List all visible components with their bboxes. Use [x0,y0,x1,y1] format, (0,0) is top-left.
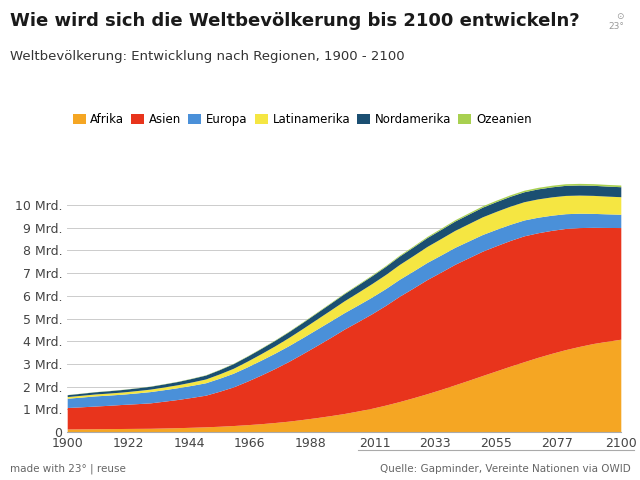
Text: ⊙
23°: ⊙ 23° [608,12,624,31]
Text: Weltbevölkerung: Entwicklung nach Regionen, 1900 - 2100: Weltbevölkerung: Entwicklung nach Region… [10,50,404,63]
Legend: Afrika, Asien, Europa, Latinamerika, Nordamerika, Ozeanien: Afrika, Asien, Europa, Latinamerika, Nor… [72,113,532,126]
Text: Quelle: Gapminder, Vereinte Nationen via OWID: Quelle: Gapminder, Vereinte Nationen via… [380,464,630,474]
Text: Wie wird sich die Weltbevölkerung bis 2100 entwickeln?: Wie wird sich die Weltbevölkerung bis 21… [10,12,579,30]
Text: made with 23° | reuse: made with 23° | reuse [10,464,125,474]
